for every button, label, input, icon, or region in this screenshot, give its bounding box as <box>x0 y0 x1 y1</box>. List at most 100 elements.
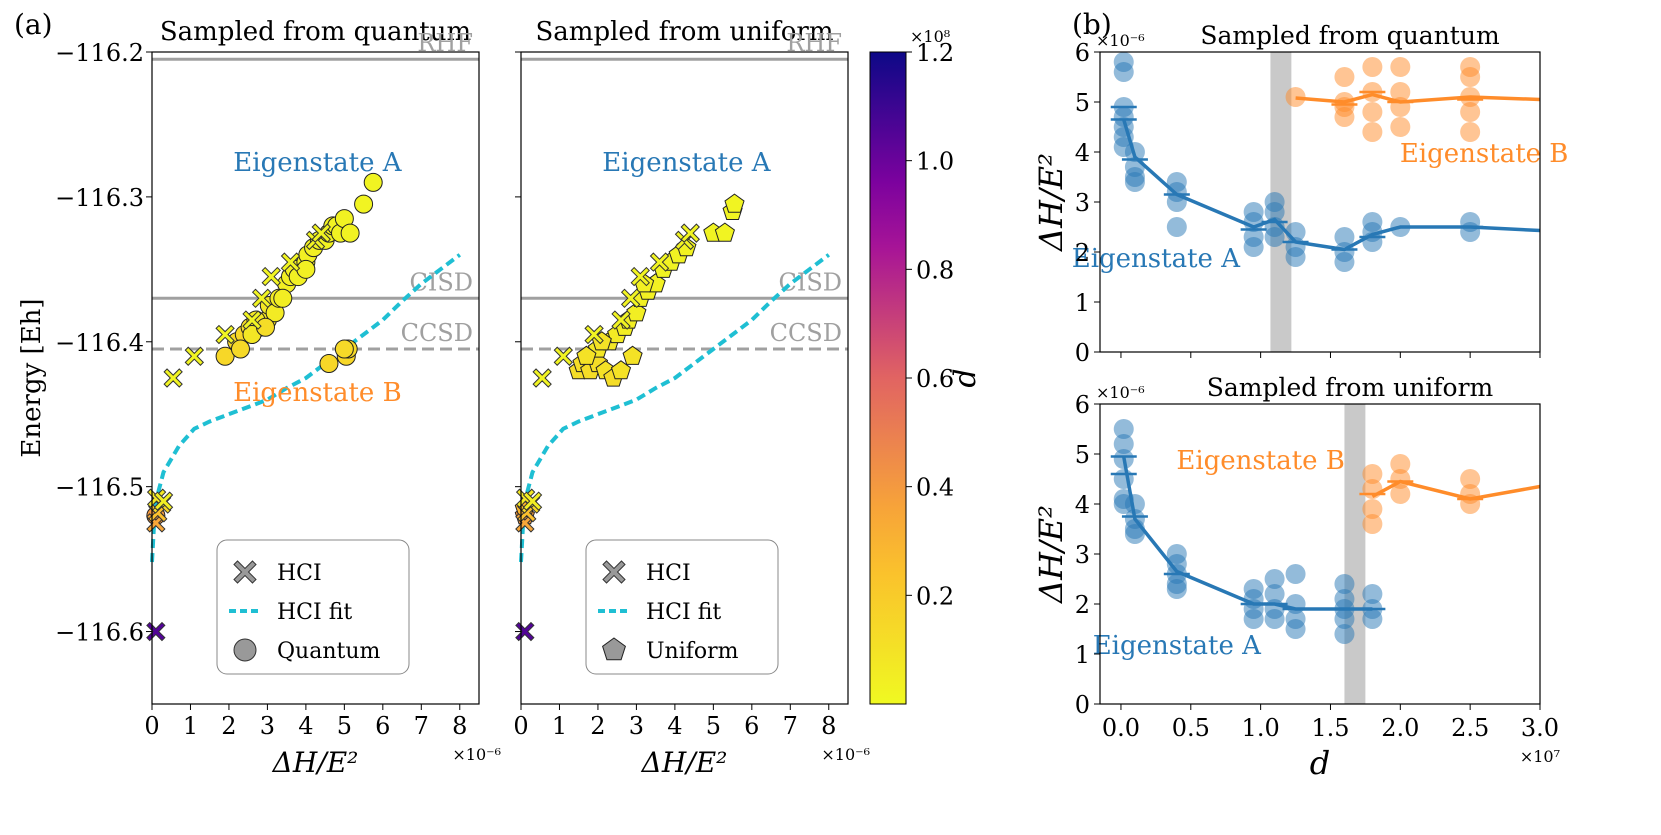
annotation-eigenstate-a: Eigenstate A <box>1072 244 1241 274</box>
hci-marker <box>630 266 650 287</box>
x-exponent-label: ×10⁻⁶ <box>821 745 870 764</box>
data-point <box>354 194 374 214</box>
annotation-eigenstate-b: Eigenstate B <box>1176 446 1345 476</box>
data-point <box>1460 469 1481 489</box>
x-axis-label: d <box>1310 744 1330 782</box>
x-tick-label: 3 <box>629 712 644 740</box>
x-tick-label: 2 <box>221 712 236 740</box>
x-tick-label: 1.5 <box>1311 714 1349 742</box>
annotation-eigenstate-a: Eigenstate A <box>602 148 771 178</box>
y-tick-label: −116.4 <box>55 329 144 357</box>
x-tick-label: 8 <box>452 712 467 740</box>
x-tick-label: 0.5 <box>1172 714 1210 742</box>
hci-marker <box>522 491 543 511</box>
y-tick-label: 3 <box>1075 541 1090 569</box>
data-point <box>714 222 735 242</box>
hci-marker <box>649 252 670 272</box>
hci-marker <box>184 346 205 366</box>
reference-label-ccsd: CCSD <box>401 319 473 347</box>
chart-title: Sampled from uniform <box>535 17 833 47</box>
data-point <box>1243 609 1264 629</box>
chart-title: Sampled from quantum <box>160 17 471 47</box>
legend-label: HCI <box>646 561 691 586</box>
annotation-eigenstate-a: Eigenstate A <box>233 148 402 178</box>
colorbar-tick-label: 0.6 <box>916 365 954 393</box>
hci-marker <box>515 621 535 642</box>
legend-box <box>216 539 410 675</box>
y-tick-label: 5 <box>1075 89 1090 117</box>
data-point <box>296 259 316 279</box>
chart-b-top: Sampled from quantum ×10⁻⁶ Eigenstate A Eig… <box>1032 21 1568 367</box>
x-tick-label: 3 <box>260 712 275 740</box>
data-point <box>576 345 597 365</box>
data-point <box>1460 122 1481 142</box>
data-point <box>1124 524 1145 544</box>
panel-b-label: (b) <box>1072 8 1112 41</box>
data-point <box>1264 569 1285 589</box>
legend-hci-icon <box>233 560 257 584</box>
data-point <box>1334 624 1355 644</box>
data-point <box>1334 609 1355 629</box>
y-tick-label: 0 <box>1075 691 1090 719</box>
axes-frame <box>151 51 480 705</box>
x-tick-label: 0 <box>144 712 159 740</box>
x-tick-label: 3.0 <box>1521 714 1559 742</box>
y-tick-label: 3 <box>1075 189 1090 217</box>
legend-label: HCI fit <box>277 600 352 625</box>
y-axis-label: ΔH/E² <box>1032 505 1070 605</box>
hci-marker <box>553 346 574 366</box>
x-tick-label: 7 <box>414 712 429 740</box>
x-tick-label: 6 <box>744 712 759 740</box>
colorbar-strip <box>869 51 907 705</box>
hci-marker <box>215 324 235 345</box>
data-point <box>1166 217 1187 237</box>
legend: HCI HCI fit Uniform <box>585 539 779 675</box>
hci-marker <box>532 368 552 388</box>
annotation-eigenstate-b: Eigenstate B <box>1400 139 1569 169</box>
x-tick-label: 8 <box>821 712 836 740</box>
x-tick-label: 6 <box>375 712 390 740</box>
data-point <box>1264 584 1285 604</box>
x-tick-label: 4 <box>667 712 682 740</box>
legend-box <box>585 539 779 675</box>
y-tick-label: 6 <box>1075 39 1090 67</box>
colorbar-tick-label: 0.4 <box>916 474 954 502</box>
data-point <box>230 339 250 359</box>
data-point <box>1362 57 1383 77</box>
x-axis-label: ΔH/E² <box>641 746 728 779</box>
x-exponent-label: ×10⁷ <box>1520 747 1560 766</box>
shaded-band <box>1344 404 1366 704</box>
reference-label-cisd: CISD <box>409 268 473 296</box>
hci-marker <box>251 288 272 309</box>
hci-marker <box>163 368 183 388</box>
reference-label-rhf: RHF <box>417 29 473 57</box>
x-tick-label: 1 <box>183 712 198 740</box>
x-tick-label: 0.0 <box>1102 714 1140 742</box>
y-tick-label: 0 <box>1075 339 1090 367</box>
legend-label: HCI fit <box>646 600 721 625</box>
series-line <box>1295 92 1541 104</box>
data-point <box>1113 434 1134 454</box>
data-point <box>1390 82 1411 102</box>
x-tick-label: 1.0 <box>1242 714 1280 742</box>
legend-hci-icon <box>602 560 626 584</box>
data-point <box>626 302 647 322</box>
legend-uniform-icon <box>602 637 626 661</box>
reference-label-cisd: CISD <box>778 268 842 296</box>
panel-a-label: (a) <box>14 8 53 41</box>
hci-marker <box>153 491 174 511</box>
hci-marker <box>146 621 166 642</box>
legend-label: Quantum <box>277 639 381 664</box>
data-point <box>622 345 643 365</box>
y-tick-label: −116.2 <box>55 39 144 67</box>
data-point <box>1243 237 1264 257</box>
data-point <box>1390 57 1411 77</box>
data-point <box>1166 579 1187 599</box>
data-point <box>1285 619 1306 639</box>
y-exponent-label: ×10⁻⁶ <box>1096 383 1145 402</box>
data-point <box>1113 62 1134 82</box>
x-tick-label: 2.0 <box>1381 714 1419 742</box>
data-point <box>1460 222 1481 242</box>
